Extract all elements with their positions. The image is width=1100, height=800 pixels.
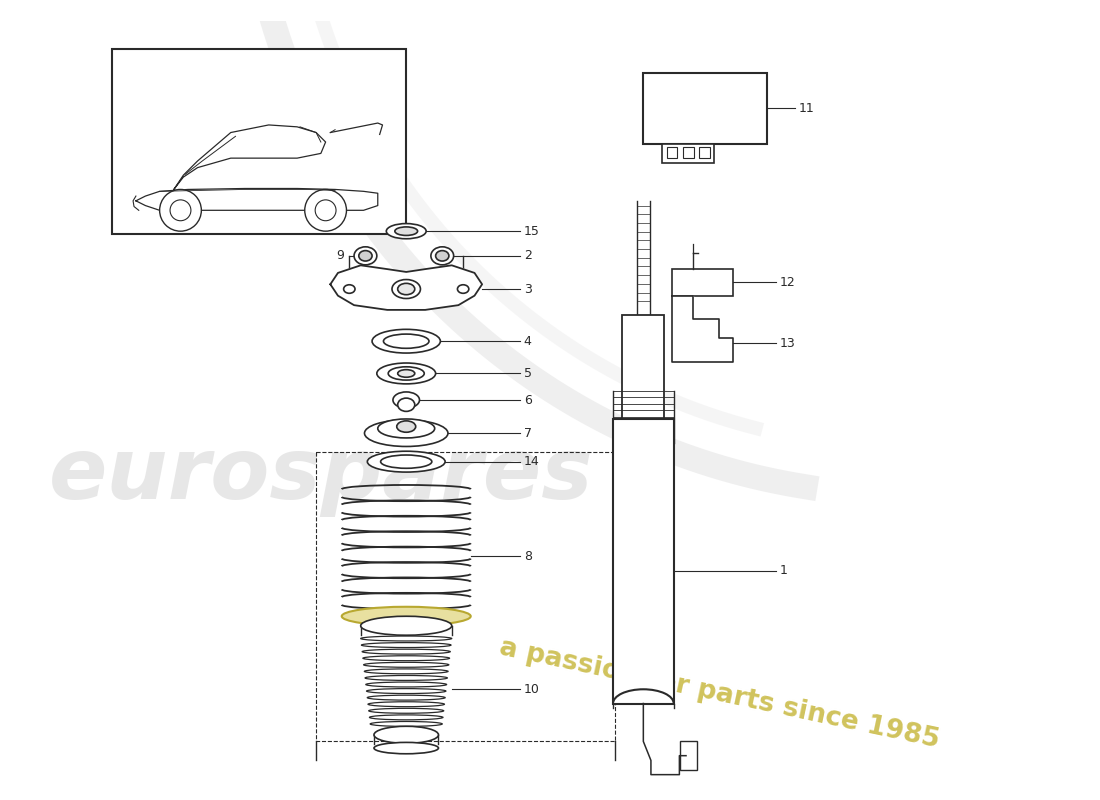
Ellipse shape <box>361 636 452 641</box>
Ellipse shape <box>366 682 447 687</box>
Ellipse shape <box>370 715 443 720</box>
Ellipse shape <box>377 363 436 384</box>
Ellipse shape <box>362 642 451 647</box>
Bar <box>700 146 710 158</box>
Ellipse shape <box>386 223 426 238</box>
Circle shape <box>305 190 346 231</box>
Ellipse shape <box>395 227 418 235</box>
Bar <box>613 419 673 703</box>
Text: 14: 14 <box>524 455 540 468</box>
Ellipse shape <box>392 279 420 298</box>
Ellipse shape <box>368 702 444 706</box>
Ellipse shape <box>367 695 446 700</box>
Text: 1: 1 <box>780 564 788 578</box>
Ellipse shape <box>377 419 434 438</box>
Text: 6: 6 <box>524 394 531 406</box>
Ellipse shape <box>343 285 355 294</box>
Ellipse shape <box>363 656 450 661</box>
Ellipse shape <box>431 247 453 265</box>
Ellipse shape <box>393 392 419 408</box>
Ellipse shape <box>354 247 377 265</box>
Text: 15: 15 <box>524 225 540 238</box>
Text: 4: 4 <box>524 334 531 348</box>
Text: 7: 7 <box>524 426 531 440</box>
Ellipse shape <box>361 616 452 635</box>
Ellipse shape <box>372 330 440 353</box>
Bar <box>644 73 767 144</box>
Bar <box>623 314 664 419</box>
Circle shape <box>170 200 191 221</box>
Ellipse shape <box>364 662 449 667</box>
Text: 10: 10 <box>524 682 540 696</box>
Text: 2: 2 <box>524 250 531 262</box>
Bar <box>672 269 734 296</box>
Text: 9: 9 <box>337 250 344 262</box>
Ellipse shape <box>397 421 416 432</box>
Circle shape <box>316 200 336 221</box>
Polygon shape <box>174 125 326 190</box>
Polygon shape <box>136 189 377 210</box>
Text: eurospares: eurospares <box>48 434 593 518</box>
Ellipse shape <box>388 367 425 380</box>
Ellipse shape <box>436 250 449 261</box>
Ellipse shape <box>365 675 448 681</box>
Ellipse shape <box>368 708 443 714</box>
Polygon shape <box>330 266 482 310</box>
Text: 13: 13 <box>780 337 795 350</box>
Bar <box>112 49 406 234</box>
Ellipse shape <box>398 370 415 378</box>
Ellipse shape <box>367 451 446 472</box>
Text: 5: 5 <box>524 367 531 380</box>
Text: a passion for parts since 1985: a passion for parts since 1985 <box>497 634 942 754</box>
Ellipse shape <box>366 689 446 694</box>
Text: 12: 12 <box>780 276 795 289</box>
Ellipse shape <box>384 334 429 348</box>
Text: 3: 3 <box>524 282 531 295</box>
Bar <box>667 146 678 158</box>
Bar <box>683 146 694 158</box>
Text: 8: 8 <box>524 550 531 563</box>
Ellipse shape <box>458 285 469 294</box>
Polygon shape <box>672 296 734 362</box>
Ellipse shape <box>362 649 450 654</box>
Ellipse shape <box>398 283 415 294</box>
Ellipse shape <box>359 250 372 261</box>
Ellipse shape <box>374 742 439 754</box>
Ellipse shape <box>364 669 448 674</box>
Ellipse shape <box>398 398 415 411</box>
Ellipse shape <box>374 726 439 743</box>
Ellipse shape <box>364 420 448 446</box>
Bar <box>662 144 715 163</box>
Text: 11: 11 <box>799 102 815 115</box>
Ellipse shape <box>371 722 442 726</box>
Ellipse shape <box>381 455 432 468</box>
Circle shape <box>160 190 201 231</box>
Bar <box>680 742 697 770</box>
Ellipse shape <box>342 606 471 626</box>
